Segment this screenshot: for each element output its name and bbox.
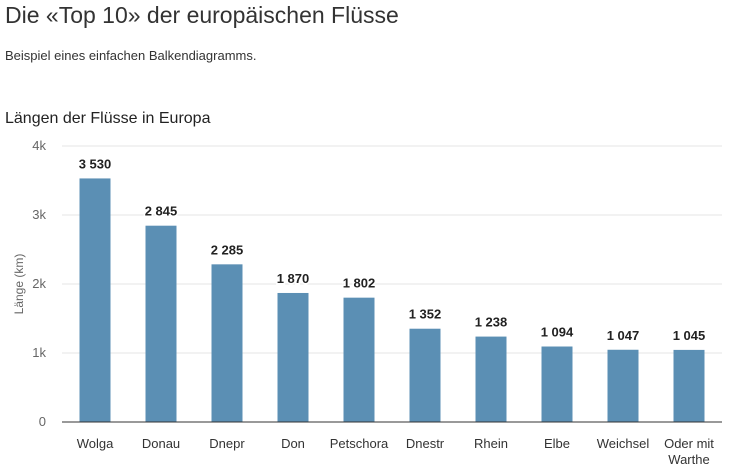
- data-label: 2 845: [145, 204, 178, 219]
- bar-dnepr: [211, 264, 243, 422]
- y-tick-label: 0: [39, 414, 46, 429]
- page-subtitle: Beispiel eines einfachen Balkendiagramms…: [5, 48, 257, 63]
- x-tick-label: Donau: [142, 436, 180, 451]
- y-axis-label: Länge (km): [12, 254, 26, 315]
- bar-weichsel: [607, 349, 639, 422]
- x-tick-label: Oder mit: [664, 436, 714, 451]
- data-label: 1 802: [343, 276, 376, 291]
- data-label: 1 045: [673, 328, 706, 343]
- x-tick-label: Elbe: [544, 436, 570, 451]
- data-label: 1 352: [409, 307, 442, 322]
- x-tick-label: Warthe: [668, 452, 709, 467]
- data-label: 1 238: [475, 315, 508, 330]
- x-tick-label: Dnestr: [406, 436, 445, 451]
- x-tick-label: Don: [281, 436, 305, 451]
- bar-dnestr: [409, 328, 441, 422]
- y-tick-label: 1k: [32, 345, 46, 360]
- bar-rhein: [475, 336, 507, 422]
- data-label: 2 285: [211, 242, 244, 257]
- page-title: Die «Top 10» der europäischen Flüsse: [5, 2, 399, 28]
- bar-oder-mit-warthe: [673, 349, 705, 422]
- y-tick-label: 3k: [32, 207, 46, 222]
- x-tick-label: Wolga: [77, 436, 114, 451]
- axes: 0 1k 2k 3k 4k Wolga Donau Dnepr Don Petschora Dnes…: [32, 138, 722, 467]
- bar-wolga: [79, 178, 111, 422]
- bar-elbe: [541, 346, 573, 422]
- bar-don: [277, 292, 309, 422]
- bar-petschora: [343, 297, 375, 422]
- y-tick-label: 4k: [32, 138, 46, 153]
- x-tick-label: Weichsel: [597, 436, 650, 451]
- data-label: 3 530: [79, 156, 112, 171]
- data-label: 1 094: [541, 325, 574, 340]
- x-tick-label: Petschora: [330, 436, 389, 451]
- bar-donau: [145, 225, 177, 422]
- bars: 3 530 2 845 2 285 1 870 1 802 1 352 1 238 1 094…: [77, 155, 707, 422]
- y-tick-label: 2k: [32, 276, 46, 291]
- x-tick-label: Rhein: [474, 436, 508, 451]
- x-tick-label: Dnepr: [209, 436, 245, 451]
- data-label: 1 870: [277, 271, 310, 286]
- chart-title: Längen der Flüsse in Europa: [5, 110, 211, 127]
- data-label: 1 047: [607, 328, 640, 343]
